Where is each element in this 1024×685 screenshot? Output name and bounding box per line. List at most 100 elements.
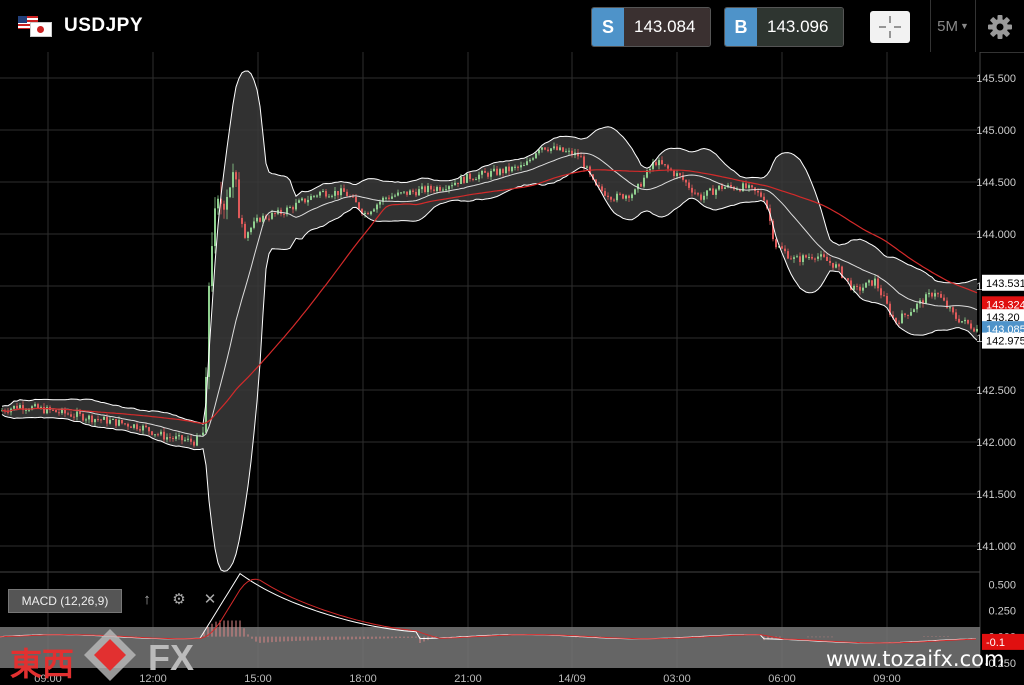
candle-body	[553, 146, 555, 149]
candle-body	[781, 246, 783, 249]
candle-body	[331, 195, 333, 197]
candle-body	[178, 435, 180, 437]
candle-body	[967, 319, 969, 324]
site-url: www.tozaifx.com	[826, 647, 1005, 671]
candle-body	[889, 303, 891, 315]
candle-body	[112, 418, 114, 420]
candle-body	[67, 413, 69, 415]
candle-body	[598, 185, 600, 187]
band-fill	[2, 71, 977, 572]
candle-body	[181, 435, 183, 441]
candle-body	[931, 292, 933, 297]
currency-flags-icon	[18, 16, 52, 37]
candle-body	[838, 264, 840, 267]
candle-body	[58, 412, 60, 414]
candle-body	[832, 262, 834, 268]
chart-grid	[0, 52, 981, 668]
gear-icon	[988, 15, 1012, 39]
candle-body	[538, 149, 540, 154]
close-icon[interactable]: ✕	[203, 591, 217, 608]
candle-body	[22, 405, 24, 410]
candle-body	[751, 185, 753, 188]
candle-body	[70, 414, 72, 417]
candle-body	[910, 312, 912, 316]
candle-body	[784, 248, 786, 252]
time-tick-label: 09:00	[34, 673, 62, 685]
arrow-up-icon[interactable]: ↑	[143, 591, 151, 608]
candle-body	[169, 437, 171, 439]
crosshair-button[interactable]	[870, 11, 910, 43]
candle-body	[790, 258, 792, 260]
price-tick-label: 142.000	[976, 437, 1016, 449]
candle-body	[532, 158, 534, 160]
candle-body	[313, 195, 315, 197]
candle-body	[655, 162, 657, 166]
candle-body	[34, 404, 36, 407]
candle-body	[820, 254, 822, 257]
candle-body	[841, 266, 843, 278]
candle-body	[964, 319, 966, 322]
candle-body	[106, 416, 108, 424]
buy-button[interactable]: B 143.096	[724, 7, 844, 47]
candle-body	[523, 165, 525, 167]
time-tick-label: 15:00	[244, 673, 272, 685]
candle-body	[685, 179, 687, 183]
candle-body	[481, 170, 483, 175]
candle-body	[91, 415, 93, 423]
candle-body	[484, 170, 486, 173]
candle-body	[166, 437, 168, 440]
timeframe-dropdown[interactable]: 5M ▼	[930, 0, 976, 52]
candle-body	[172, 438, 174, 440]
moving-average-line	[1, 169, 978, 425]
macd-indicator-label[interactable]: MACD (12,26,9)	[8, 589, 122, 613]
candle-body	[37, 404, 39, 409]
candle-body	[418, 189, 420, 196]
candle-body	[154, 434, 156, 436]
candle-body	[736, 189, 738, 191]
bollinger-bands	[2, 71, 977, 572]
candle-body	[514, 166, 516, 168]
time-tick-label: 18:00	[349, 673, 377, 685]
lower-band-line	[1, 166, 978, 572]
candle-body	[109, 419, 111, 424]
candle-body	[16, 405, 18, 409]
candle-body	[367, 212, 369, 215]
candle-body	[577, 152, 579, 157]
brand-watermark: 東西 FX	[0, 625, 240, 685]
candle-body	[13, 405, 15, 409]
brand-text: 東西	[10, 646, 75, 682]
candle-body	[679, 173, 681, 176]
candle-body	[157, 434, 159, 436]
candle-body	[613, 199, 615, 201]
candle-body	[934, 293, 936, 297]
candle-body	[658, 160, 660, 166]
price-badge	[982, 274, 1024, 291]
symbol-title[interactable]: USDJPY	[64, 15, 144, 36]
candle-body	[268, 218, 270, 220]
candle-body	[715, 189, 717, 195]
candle-body	[28, 409, 30, 411]
jp-flag-icon	[30, 22, 52, 37]
price-chart[interactable]: 145.500145.000144.500144.000143.500143.0…	[0, 52, 1024, 685]
candle-body	[892, 314, 894, 318]
candle-body	[55, 410, 57, 413]
candle-body	[694, 192, 696, 194]
candle-body	[196, 435, 198, 446]
gear-icon[interactable]: ⚙	[172, 591, 186, 608]
sell-button[interactable]: S 143.084	[591, 7, 711, 47]
candle-body	[355, 196, 357, 203]
candle-body	[901, 313, 903, 324]
candle-body	[247, 232, 249, 238]
candle-body	[886, 296, 888, 304]
settings-button[interactable]	[985, 13, 1015, 41]
candle-body	[490, 171, 492, 177]
plot-bg	[0, 52, 980, 572]
candle-body	[322, 191, 324, 193]
candle-body	[958, 318, 960, 323]
candle-body	[880, 288, 882, 296]
macd-tick-label: -0.250	[985, 658, 1016, 670]
candle-body	[688, 182, 690, 188]
candle-body	[352, 196, 354, 198]
candle-body	[421, 186, 423, 190]
candle-body	[757, 190, 759, 193]
